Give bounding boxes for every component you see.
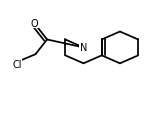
Text: O: O	[31, 19, 38, 29]
Text: N: N	[80, 42, 87, 52]
Text: Cl: Cl	[13, 59, 22, 69]
